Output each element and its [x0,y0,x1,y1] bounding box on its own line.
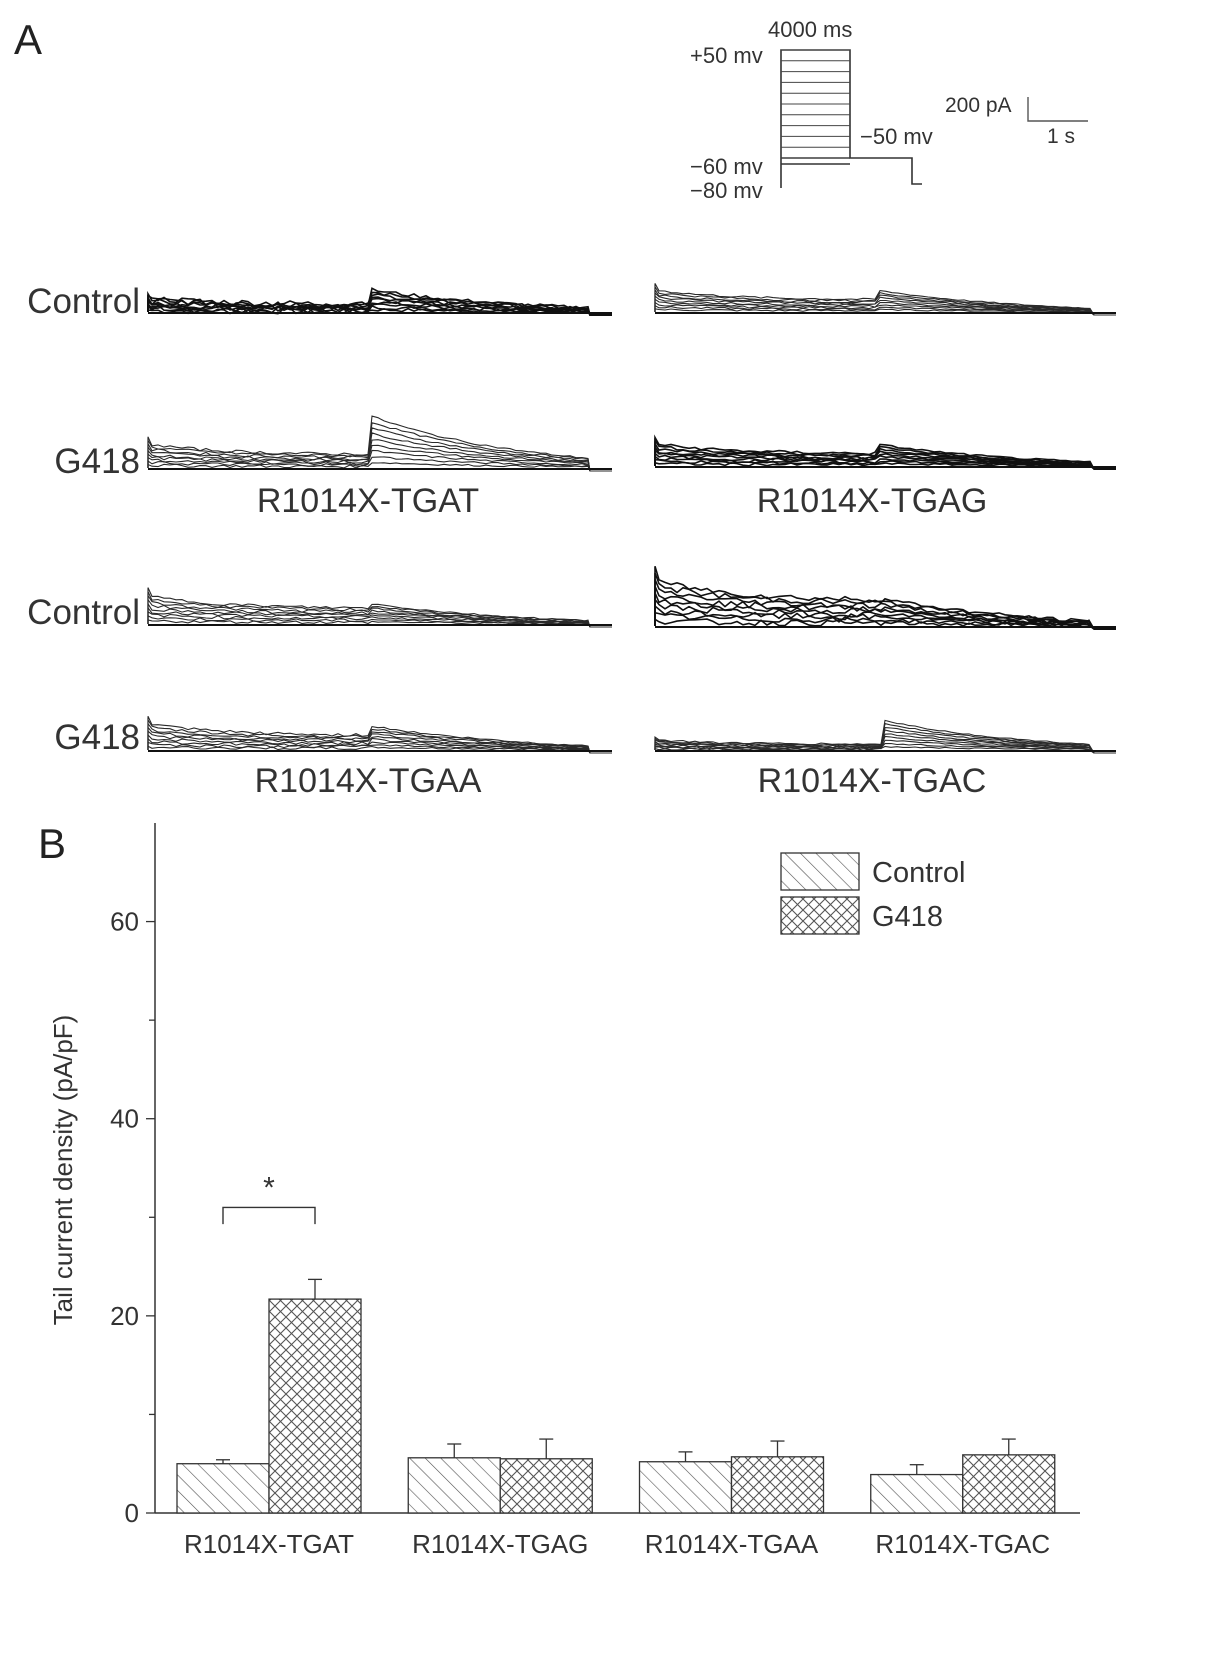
trace-sweep [654,434,1116,470]
trace-tgat-control [147,287,612,316]
y-tick-label: 60 [110,907,139,937]
significance-star: * [263,1171,275,1204]
variant-label-tgaa: R1014X-TGAA [254,762,482,800]
protocol-holding-label: −80 mv [690,178,763,203]
voltage-protocol-diagram [780,49,922,188]
trace-sweep [654,727,1116,754]
trace-sweep [147,615,612,628]
trace-sweep [147,456,612,472]
bar-control-2 [638,1461,733,1514]
protocol-step-top-label: +50 mv [690,43,763,68]
y-axis-label: Tail current density (pA/pF) [48,1015,78,1326]
protocol-tail-label: −50 mv [860,124,933,149]
trace-tgag-g418 [654,434,1116,470]
legend-label-g418: G418 [872,901,943,933]
protocol-step-bottom-label: −60 mv [690,154,763,179]
trace-sweep [147,449,612,472]
variant-label-tgac: R1014X-TGAC [757,762,987,800]
bar-control-0 [176,1463,270,1514]
y-tick-label: 40 [110,1104,139,1134]
scale-bar-time-label: 1 s [1047,125,1076,148]
x-tick-label: R1014X-TGAA [645,1529,819,1559]
trace-tgaa-g418 [147,715,612,754]
trace-sweep [654,304,1116,316]
trace-sweep [147,307,612,316]
y-tick-label: 0 [125,1498,139,1528]
trace-sweep [654,291,1116,316]
variant-label-tgag: R1014X-TGAG [756,482,988,520]
y-tick-label: 20 [110,1301,139,1331]
trace-sweep [654,283,1116,316]
trace-sweep [654,565,1116,630]
trace-sweep [147,439,612,472]
bar-control-1 [407,1457,501,1514]
legend-swatch-g418 [780,896,860,935]
x-tick-label: R1014X-TGAT [184,1529,354,1559]
trace-sweep [654,308,1116,316]
trace-sweep [654,451,1116,470]
row-label-control-2: Control [27,593,140,632]
variant-label-tgat: R1014X-TGAT [256,482,480,520]
scale-bar [1027,97,1088,122]
trace-sweep [654,579,1116,630]
trace-sweep [147,741,612,754]
trace-sweep [147,444,612,472]
bar-g418-1 [499,1458,593,1514]
protocol-duration-label: 4000 ms [768,17,853,42]
trace-sweep [147,287,612,316]
trace-sweep [654,719,1116,754]
legend-label-control: Control [872,857,966,889]
significance-bracket [222,1206,316,1225]
bar-control-3 [870,1473,964,1514]
bar-g418-0 [268,1298,362,1514]
panel-b-letter: B [38,820,67,867]
trace-sweep [147,610,612,628]
trace-sweep [147,606,612,628]
trace-sweep [147,715,612,754]
bar-g418-3 [962,1454,1056,1514]
trace-sweep [147,587,612,628]
trace-sweep [147,718,612,754]
row-label-g418-2: G418 [54,718,140,757]
current-traces [147,283,1116,754]
trace-sweep [654,284,1116,316]
trace-sweep [147,598,612,628]
trace-sweep [654,742,1116,754]
trace-tgaa-control [147,587,612,628]
legend-swatch-control [780,852,860,891]
scale-bar-current-label: 200 pA [945,94,1012,117]
tail-current-bar-chart: 0 20 40 60 Tail current density (pA/pF) R1014… [48,823,1080,1559]
trace-sweep [654,729,1116,754]
trace-tgat-g418 [147,415,612,472]
trace-tgac-g418 [654,719,1116,754]
trace-sweep [147,415,612,472]
protocol-voltage-steps [781,49,850,159]
trace-tgag-control [654,283,1116,316]
panel-a-letter: A [14,16,43,63]
bar-g418-2 [730,1456,825,1514]
x-tick-label: R1014X-TGAG [412,1529,588,1559]
trace-tgac-control [654,565,1116,630]
row-label-control-1: Control [27,282,140,321]
x-tick-label: R1014X-TGAC [875,1529,1050,1559]
trace-sweep [147,462,612,472]
row-label-g418-1: G418 [54,442,140,481]
trace-sweep [147,733,612,754]
trace-sweep [147,619,612,628]
